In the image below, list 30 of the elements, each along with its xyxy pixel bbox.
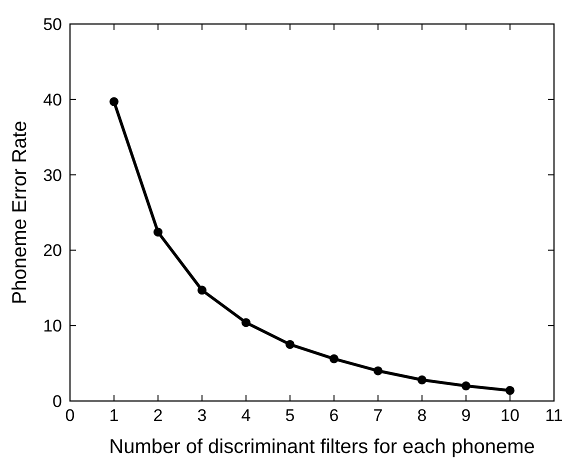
point bbox=[330, 354, 338, 364]
y-tick-label: 50 bbox=[43, 14, 62, 34]
x-tick-label: 1 bbox=[109, 406, 119, 425]
x-tick-label: 3 bbox=[197, 406, 207, 425]
point bbox=[286, 340, 294, 349]
point bbox=[154, 228, 162, 237]
x-tick-label: 2 bbox=[153, 406, 163, 425]
x-tick-label: 5 bbox=[285, 406, 295, 425]
y-tick-label: 30 bbox=[43, 166, 62, 185]
x-tick-label: 8 bbox=[417, 406, 427, 425]
x-tick-label: 4 bbox=[241, 406, 251, 425]
x-tick-label: 9 bbox=[461, 406, 471, 425]
x-axis-title: Number of discriminant filters for each phoneme bbox=[109, 436, 535, 458]
point bbox=[506, 386, 514, 395]
y-tick-label: 0 bbox=[52, 392, 62, 411]
x-tick-label: 11 bbox=[545, 406, 563, 425]
point bbox=[110, 97, 118, 106]
x-tick-label: 0 bbox=[65, 406, 75, 425]
x-tick-label: 10 bbox=[500, 406, 520, 425]
y-axis-title: Phoneme Error Rate bbox=[9, 120, 31, 304]
x-tick-label: 6 bbox=[329, 406, 339, 425]
point bbox=[374, 366, 382, 376]
y-tick-label: 40 bbox=[43, 90, 62, 110]
point bbox=[418, 375, 426, 384]
x-tick-label: 7 bbox=[373, 406, 383, 425]
y-tick-label: 10 bbox=[43, 316, 62, 336]
point bbox=[198, 286, 206, 295]
point bbox=[462, 381, 470, 390]
y-tick-label: 20 bbox=[43, 241, 62, 260]
point bbox=[242, 318, 250, 328]
